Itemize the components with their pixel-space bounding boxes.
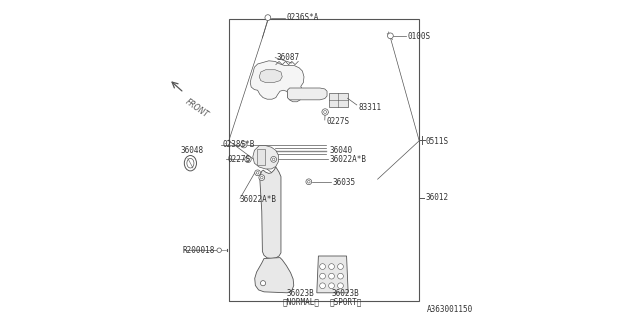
Text: 0227S: 0227S (227, 155, 250, 164)
Circle shape (320, 283, 326, 289)
Circle shape (320, 264, 326, 269)
Text: 36023B: 36023B (332, 289, 360, 298)
Circle shape (329, 264, 334, 269)
Polygon shape (253, 146, 278, 169)
Text: 36048: 36048 (181, 146, 204, 155)
Circle shape (388, 33, 393, 39)
Polygon shape (287, 88, 327, 100)
Circle shape (324, 110, 326, 113)
Text: A363001150: A363001150 (428, 305, 474, 314)
Text: 0236S*A: 0236S*A (287, 13, 319, 22)
Text: 36022A*B: 36022A*B (330, 155, 367, 164)
Polygon shape (255, 258, 294, 293)
Text: R200018: R200018 (182, 246, 215, 255)
Text: 〈NORMAL〉: 〈NORMAL〉 (282, 297, 319, 306)
Circle shape (265, 15, 271, 20)
Circle shape (256, 172, 259, 174)
Text: FRONT: FRONT (184, 98, 210, 120)
Text: 0227S: 0227S (326, 117, 349, 126)
Text: 36040: 36040 (330, 146, 353, 155)
Circle shape (259, 175, 265, 180)
Circle shape (329, 283, 334, 289)
Text: 36035: 36035 (333, 178, 356, 187)
Circle shape (243, 143, 245, 146)
Text: 36023B: 36023B (287, 289, 315, 298)
Circle shape (338, 283, 344, 289)
Circle shape (241, 141, 247, 148)
Bar (329, 93, 348, 107)
Circle shape (245, 156, 251, 163)
Text: 0511S: 0511S (426, 137, 449, 146)
Circle shape (260, 176, 263, 179)
Circle shape (307, 180, 310, 183)
Text: 0100S: 0100S (408, 32, 431, 41)
Circle shape (217, 248, 221, 252)
Text: 36087: 36087 (277, 53, 300, 62)
Circle shape (306, 179, 312, 185)
Text: 36022A*B: 36022A*B (240, 196, 277, 204)
Circle shape (338, 264, 344, 269)
Text: 0238S*B: 0238S*B (223, 140, 255, 149)
Circle shape (329, 273, 334, 279)
Circle shape (320, 273, 326, 279)
Circle shape (272, 158, 275, 161)
Text: 〈SPORT〉: 〈SPORT〉 (330, 297, 362, 306)
Polygon shape (250, 61, 304, 102)
Bar (257, 149, 265, 165)
Polygon shape (259, 70, 282, 83)
Text: 83311: 83311 (358, 103, 381, 112)
Polygon shape (317, 256, 348, 293)
Bar (229, 19, 419, 301)
Circle shape (246, 158, 250, 161)
Circle shape (322, 109, 328, 115)
Circle shape (271, 156, 276, 162)
Polygon shape (260, 167, 281, 259)
Circle shape (260, 281, 266, 286)
Circle shape (338, 273, 344, 279)
Text: 36012: 36012 (426, 193, 449, 202)
Circle shape (255, 170, 260, 176)
